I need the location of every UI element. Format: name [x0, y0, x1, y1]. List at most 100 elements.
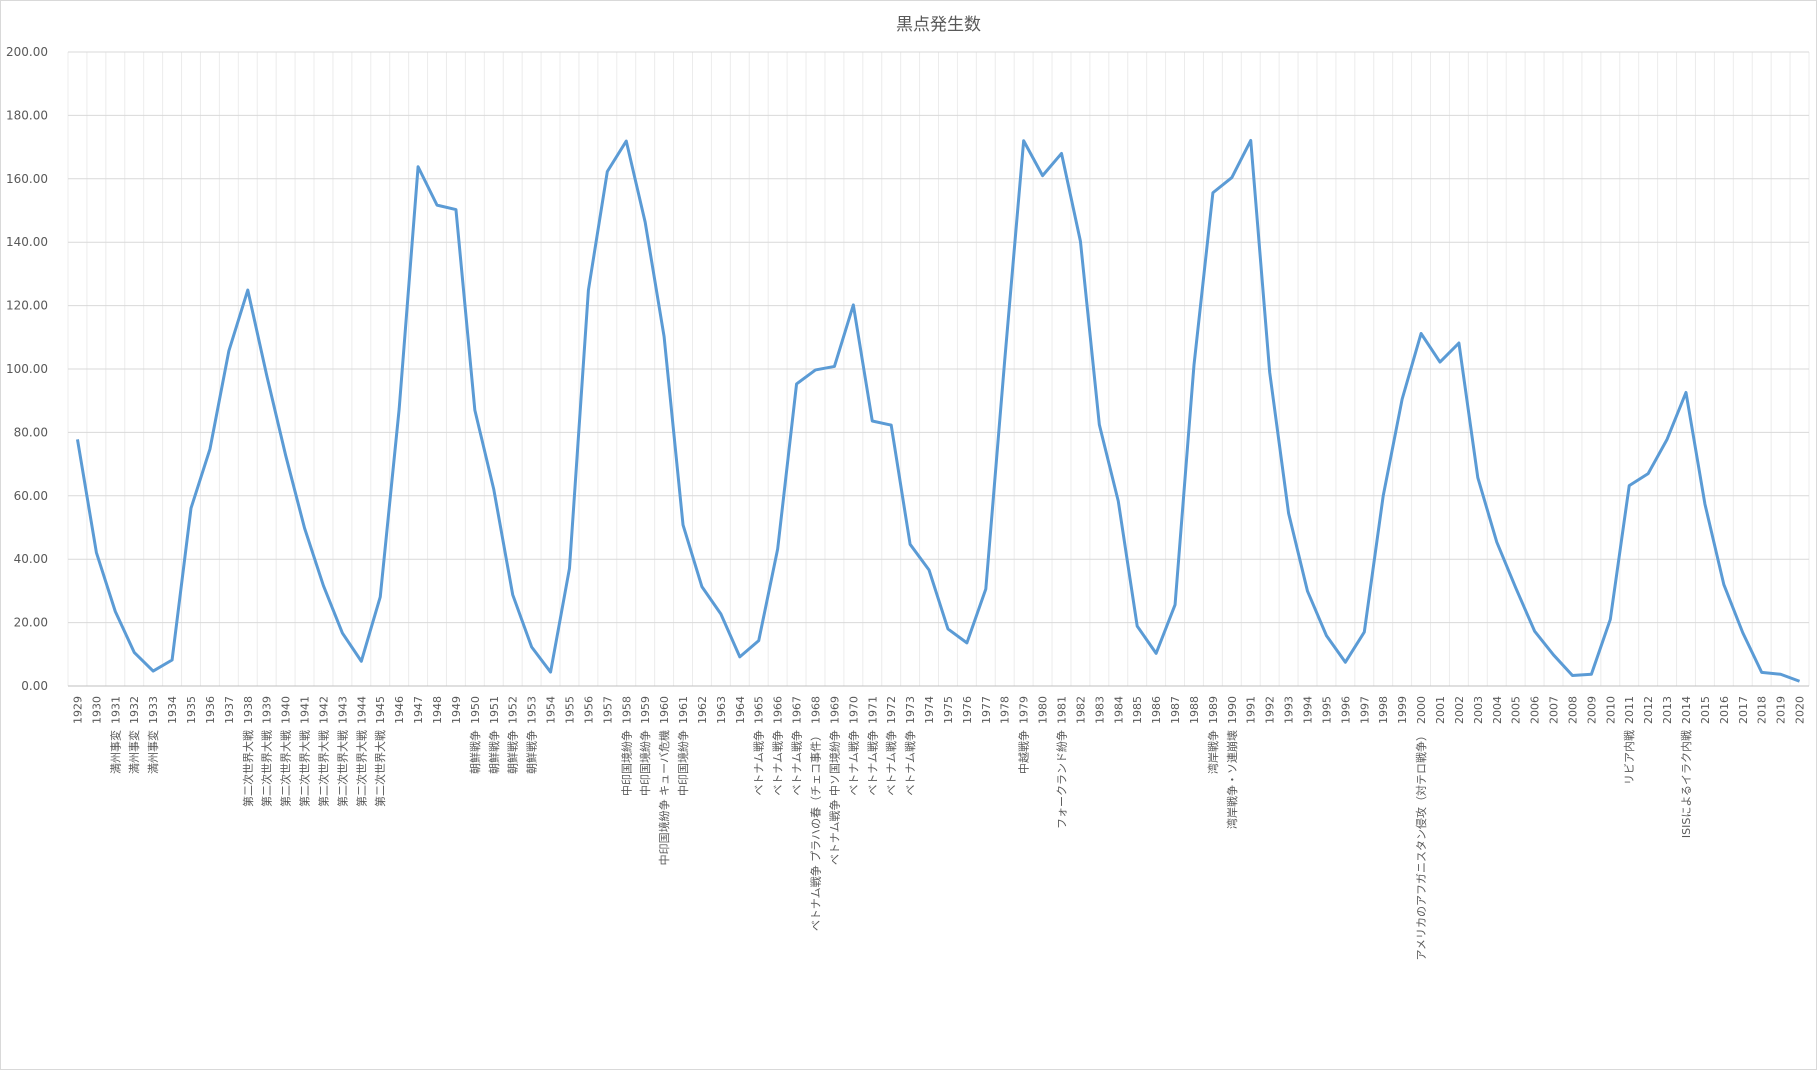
event-label: ベトナム戦争	[903, 730, 917, 796]
event-label: 第二次世界大戦	[335, 730, 349, 807]
x-tick-label: 2016	[1718, 696, 1731, 724]
x-tick-label: 1935	[185, 696, 198, 724]
x-tick-label: 1952	[507, 696, 520, 724]
x-tick-label: 2020	[1794, 696, 1807, 724]
x-tick-label: 2012	[1642, 696, 1655, 724]
x-tick-label: 2014	[1680, 696, 1693, 724]
x-tick-label: 1947	[412, 696, 425, 724]
x-tick-label: 1985	[1131, 696, 1144, 724]
x-tick-label: 1955	[563, 696, 576, 724]
event-label: ベトナム戦争	[865, 730, 879, 796]
x-tick-label: 1978	[999, 696, 1012, 724]
x-tick-label: 1948	[431, 696, 444, 724]
x-tick-label: 2015	[1699, 696, 1712, 724]
x-tick-label: 1990	[1226, 696, 1239, 724]
x-tick-label: 1966	[772, 696, 785, 724]
event-label: フォークランド紛争	[1055, 730, 1069, 829]
event-label: 朝鮮戦争	[506, 730, 520, 774]
x-tick-label: 1932	[128, 696, 141, 724]
event-label: 中印国境紛争 キューバ危機	[657, 730, 671, 865]
event-label: 満州事変	[108, 730, 122, 774]
x-tick-label: 1954	[545, 696, 558, 724]
x-tick-label: 2000	[1415, 696, 1428, 724]
x-tick-label: 1936	[204, 696, 217, 724]
event-label: 湾岸戦争・ソ連崩壊	[1225, 730, 1239, 829]
event-label: 第二次世界大戦	[373, 730, 387, 807]
x-tick-label: 1977	[980, 696, 993, 724]
x-tick-label: 1959	[639, 696, 652, 724]
x-tick-label: 2007	[1548, 696, 1561, 724]
event-label: ベトナム戦争	[790, 730, 804, 796]
sunspot-series-line	[75, 138, 1801, 683]
x-tick-label: 1975	[942, 696, 955, 724]
x-tick-label: 1987	[1169, 696, 1182, 724]
x-tick-label: 1996	[1339, 696, 1352, 724]
x-tick-label: 1988	[1188, 696, 1201, 724]
x-tick-label: 1964	[734, 696, 747, 724]
x-tick-label: 2002	[1453, 696, 1466, 724]
event-label: ベトナム戦争 プラハの春（チェコ事件）	[808, 730, 822, 931]
x-tick-label: 1943	[336, 696, 349, 724]
x-tick-label: 1982	[1074, 696, 1087, 724]
x-tick-label: 1972	[885, 696, 898, 724]
y-tick-label: 60.00	[14, 489, 48, 503]
x-tick-label: 1984	[1112, 696, 1125, 724]
x-tick-label: 1929	[71, 696, 84, 724]
event-label: 第二次世界大戦	[279, 730, 293, 807]
x-tick-label: 2017	[1737, 696, 1750, 724]
x-tick-label: 1997	[1358, 696, 1371, 724]
event-label: 中印国境紛争	[638, 730, 652, 796]
x-tick-label: 2010	[1604, 696, 1617, 724]
x-tick-label: 1998	[1377, 696, 1390, 724]
event-label: 朝鮮戦争	[525, 730, 539, 774]
x-tick-label: 1939	[261, 696, 274, 724]
x-tick-label: 2011	[1623, 696, 1636, 724]
x-tick-label: 2004	[1491, 696, 1504, 724]
event-label: 中印国境紛争	[676, 730, 690, 796]
y-tick-label: 120.00	[6, 299, 48, 313]
x-tick-label: 1945	[374, 696, 387, 724]
event-label: ベトナム戦争 中ソ国境紛争	[827, 730, 841, 865]
x-tick-label: 1994	[1302, 696, 1315, 724]
chart-title: 黒点発生数	[896, 15, 981, 35]
x-tick-label: 1981	[1056, 696, 1069, 724]
event-label: 第二次世界大戦	[241, 730, 255, 807]
x-tick-label: 1933	[147, 696, 160, 724]
x-tick-label: 2008	[1566, 696, 1579, 724]
event-label: ベトナム戦争	[752, 730, 766, 796]
y-tick-label: 80.00	[14, 425, 48, 439]
x-tick-label: 1942	[317, 696, 330, 724]
x-tick-label: 1949	[450, 696, 463, 724]
x-tick-label: 1962	[696, 696, 709, 724]
event-label: 第二次世界大戦	[354, 730, 368, 807]
event-label: 第二次世界大戦	[298, 730, 312, 807]
y-tick-label: 180.00	[6, 108, 48, 122]
x-tick-label: 1967	[791, 696, 804, 724]
y-tick-label: 40.00	[14, 552, 48, 566]
x-tick-label: 1934	[166, 696, 179, 724]
x-tick-label: 2013	[1661, 696, 1674, 724]
y-axis-ticks: 0.00 20.00 40.00 60.00 80.00 100.00 120.00 140.…	[6, 45, 48, 693]
x-tick-label: 2009	[1585, 696, 1598, 724]
x-tick-label: 1953	[526, 696, 539, 724]
event-label: ベトナム戦争	[771, 730, 785, 796]
event-label: 満州事変	[127, 730, 141, 774]
event-label: 朝鮮戦争	[487, 730, 501, 774]
x-tick-label: 1930	[90, 696, 103, 724]
x-tick-label: 1965	[753, 696, 766, 724]
x-tick-label: 1976	[961, 696, 974, 724]
x-tick-label: 1979	[1018, 696, 1031, 724]
event-label: 第二次世界大戦	[316, 730, 330, 807]
x-axis-ticks: 1929 1930 1931 1932 1933 1934 1935 1936 1937 1938…	[71, 696, 1806, 724]
x-tick-label: 1951	[488, 696, 501, 724]
x-tick-label: 1989	[1207, 696, 1220, 724]
event-label: 第二次世界大戦	[260, 730, 274, 807]
x-tick-label: 1938	[242, 696, 255, 724]
x-tick-label: 1937	[223, 696, 236, 724]
x-tick-label: 1950	[469, 696, 482, 724]
x-tick-label: 2003	[1472, 696, 1485, 724]
x-tick-label: 1971	[866, 696, 879, 724]
x-tick-label: 1960	[658, 696, 671, 724]
y-tick-label: 200.00	[6, 45, 48, 59]
